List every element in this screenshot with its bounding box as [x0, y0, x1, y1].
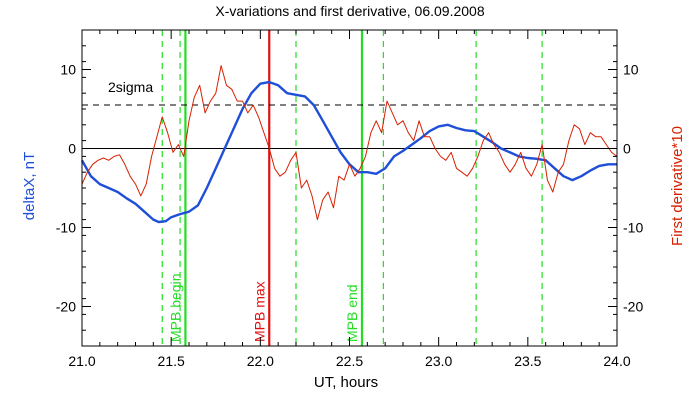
- left-axis-label: deltaX, nT: [21, 152, 38, 220]
- x-tick-label-6: 24.0: [603, 353, 630, 369]
- y-tick-label-right-3: 10: [623, 62, 639, 78]
- vertical-line-label-1: MPB max: [251, 281, 267, 342]
- right-axis-label: First derivative*10: [669, 126, 686, 246]
- x-tick-label-1: 21.5: [158, 353, 185, 369]
- series-derivative-line: [81, 65, 618, 221]
- x-tick-label-3: 22.5: [336, 353, 363, 369]
- x-tick-label-0: 21.0: [68, 353, 95, 369]
- threshold-label: 2sigma: [108, 79, 153, 95]
- data-series: [80, 65, 618, 224]
- y-tick-label-left-0: -20: [56, 299, 76, 315]
- vertical-marker-labels: MPB begin MPB max MPB end: [167, 274, 360, 342]
- y-tick-label-right-0: -20: [623, 299, 643, 315]
- axes-ticks: 21.0 21.5 22.0 22.5 23.0 23.5 24.0 -20 -20 -10 -10…: [56, 29, 643, 369]
- y-tick-label-right-1: -10: [623, 220, 643, 236]
- x-axis-label: UT, hours: [314, 374, 378, 391]
- y-tick-label-left-1: -10: [56, 220, 76, 236]
- y-tick-label-left-2: 0: [68, 141, 76, 157]
- y-tick-label-right-2: 0: [623, 141, 631, 157]
- x-tick-label-5: 23.5: [514, 353, 541, 369]
- vertical-line-label-2: MPB end: [344, 284, 360, 342]
- chart-title: X-variations and first derivative, 06.09…: [215, 3, 484, 19]
- vertical-line-label-0: MPB begin: [167, 274, 183, 342]
- y-tick-label-left-3: 10: [60, 62, 76, 78]
- series-deltaX-line: [80, 80, 617, 224]
- x-tick-label-2: 22.0: [247, 353, 274, 369]
- reference-lines: [82, 104, 617, 149]
- x-tick-label-4: 23.0: [425, 353, 452, 369]
